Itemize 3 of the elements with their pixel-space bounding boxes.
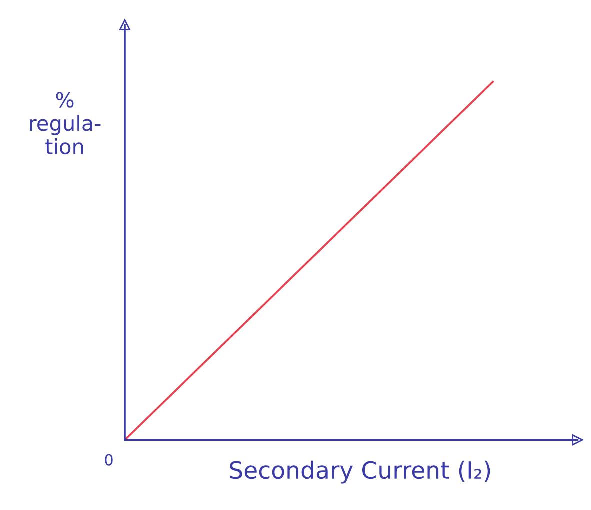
y-axis-title: % regula- tion: [30, 92, 101, 155]
text: 0: [105, 454, 113, 466]
x-axis-title: Secondary Current (I₂): [230, 460, 490, 484]
